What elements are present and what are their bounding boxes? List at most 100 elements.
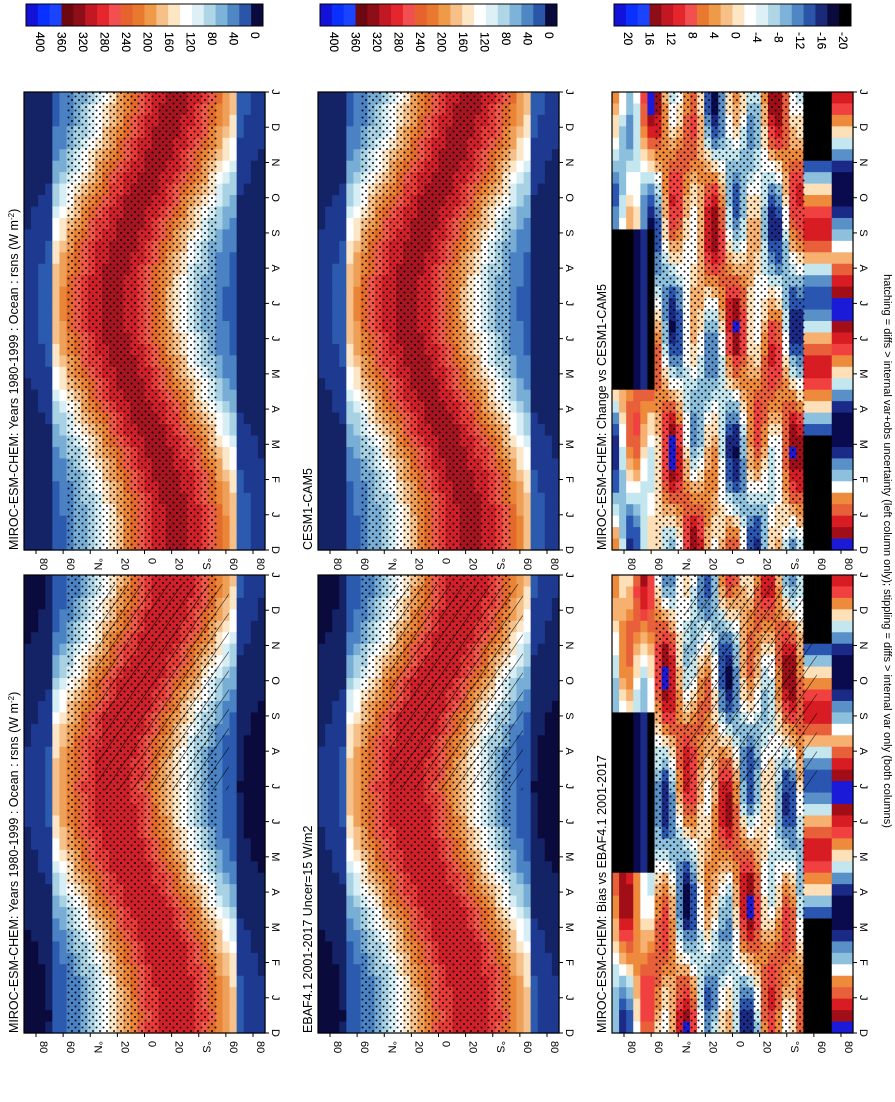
heatmap-cell <box>243 620 252 633</box>
heatmap-cell <box>339 263 347 276</box>
heatmap-cell <box>544 975 553 988</box>
heatmap-cell <box>332 849 340 862</box>
heatmap-cell <box>325 355 333 368</box>
heatmap-cell <box>52 998 61 1011</box>
heatmap-cell <box>509 964 518 977</box>
heatmap-cell <box>24 401 32 414</box>
heatmap-cell <box>257 515 266 528</box>
heatmap-cell <box>339 1021 347 1034</box>
heatmap-cell <box>523 884 532 897</box>
heatmap-cell <box>551 575 560 588</box>
heatmap-cell <box>537 895 546 908</box>
heatmap-cell <box>339 538 347 551</box>
heatmap-cell <box>52 378 61 391</box>
heatmap-cell <box>52 586 61 599</box>
month-tick-label: J <box>563 995 575 1001</box>
month-tick-label: J <box>563 572 575 578</box>
heatmap-cell <box>325 229 333 242</box>
month-tick-label: D <box>563 1029 575 1037</box>
heatmap-cell <box>24 240 32 253</box>
heatmap-cell <box>222 240 231 253</box>
heatmap-cell <box>222 114 231 127</box>
heatmap-cell <box>24 309 32 322</box>
heatmap-cell <box>318 355 326 368</box>
heatmap-cell <box>59 655 68 668</box>
heatmap-cell <box>52 504 61 517</box>
heatmap-cell <box>38 712 46 725</box>
heatmap-cell <box>229 884 238 897</box>
heatmap-cell <box>250 975 259 988</box>
heatmap-cell <box>222 446 231 459</box>
heatmap-cell <box>346 861 355 874</box>
heatmap-cell <box>250 781 259 794</box>
heatmap-cell <box>59 298 68 311</box>
heatmap-cell <box>31 481 39 494</box>
heatmap-cell <box>38 355 46 368</box>
heatmap-cell <box>31 1010 39 1023</box>
heatmap-cell <box>325 126 333 139</box>
heatmap-cell <box>516 884 525 897</box>
heatmap-cell <box>38 389 46 402</box>
heatmap-cell <box>229 332 238 345</box>
heatmap-cell <box>346 172 355 185</box>
heatmap-cell <box>332 458 340 471</box>
heatmap-cell <box>59 723 68 736</box>
heatmap-cell <box>59 504 68 517</box>
heatmap-cell <box>52 1021 61 1034</box>
heatmap-cell <box>346 907 355 920</box>
heatmap-cell <box>38 700 46 713</box>
heatmap-cell <box>257 987 266 1000</box>
heatmap-cell <box>45 252 53 265</box>
heatmap-cell <box>325 401 333 414</box>
heatmap-cell <box>243 735 252 748</box>
heatmap-cell <box>24 1010 32 1023</box>
heatmap-cell <box>509 929 518 942</box>
heatmap-cell <box>346 689 355 702</box>
heatmap-cell <box>236 240 245 253</box>
heatmap-cell <box>31 838 39 851</box>
heatmap-cell <box>523 1010 532 1023</box>
heatmap-cell <box>24 895 32 908</box>
heatmap-cell <box>52 1010 61 1023</box>
heatmap-cell <box>332 735 340 748</box>
heatmap-cell <box>523 815 532 828</box>
heatmap-cell <box>346 366 355 379</box>
heatmap-cell <box>38 895 46 908</box>
heatmap-cell <box>318 343 326 356</box>
heatmap-cell <box>215 515 224 528</box>
heatmap-cell <box>325 1010 333 1023</box>
heatmap-cell <box>339 355 347 368</box>
heatmap-cell <box>509 804 518 817</box>
heatmap-cell <box>530 632 539 645</box>
heatmap-cell <box>31 504 39 517</box>
heatmap-cell <box>236 964 245 977</box>
heatmap-cell <box>523 861 532 874</box>
heatmap-cell <box>250 929 259 942</box>
heatmap-cell <box>59 469 68 482</box>
heatmap-cell <box>243 815 252 828</box>
colorbar-label: 360 <box>55 32 69 52</box>
heatmap-cell <box>523 758 532 771</box>
heatmap-cell <box>38 804 46 817</box>
heatmap-cell <box>24 575 32 588</box>
heatmap-cell <box>222 309 231 322</box>
heatmap-cell <box>236 872 245 885</box>
heatmap-cell <box>229 964 238 977</box>
heatmap-cell <box>325 826 333 839</box>
heatmap-cell <box>59 929 68 942</box>
colorbar-label: 80 <box>205 32 219 46</box>
heatmap-cell <box>250 206 259 219</box>
heatmap-cell <box>325 700 333 713</box>
heatmap-cell <box>31 632 39 645</box>
heatmap-cell <box>45 712 53 725</box>
heatmap-cell <box>339 838 347 851</box>
heatmap-cell <box>257 929 266 942</box>
heatmap-cell <box>537 964 546 977</box>
heatmap-cell <box>339 515 347 528</box>
heatmap-cell <box>339 861 347 874</box>
stippling-overlay <box>67 92 217 550</box>
heatmap-cell <box>339 160 347 173</box>
heatmap-cell <box>250 126 259 139</box>
heatmap-cell <box>52 712 61 725</box>
heatmap-cell <box>339 666 347 679</box>
